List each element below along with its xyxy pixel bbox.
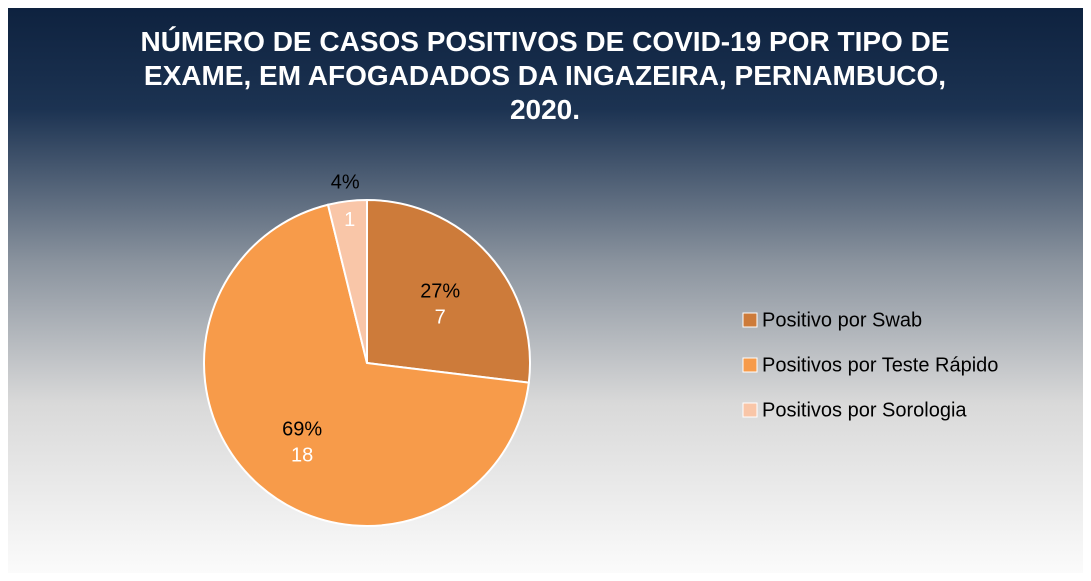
value-label: 1: [344, 209, 355, 231]
chart-title: NÚMERO DE CASOS POSITIVOS DE COVID-19 PO…: [140, 26, 950, 125]
legend-label: Positivos por Sorologia: [762, 399, 967, 421]
legend-swatch: [742, 312, 758, 328]
legend-label: Positivos por Teste Rápido: [762, 354, 998, 376]
pie-slice: [326, 198, 368, 364]
pie-slice: [203, 203, 530, 527]
legend-label: Positivo por Swab: [762, 309, 922, 331]
pie-slice: [366, 198, 531, 384]
value-label: 18: [291, 444, 313, 466]
percentage-label: 4%: [331, 172, 360, 194]
chart-frame: [8, 8, 1083, 573]
percentage-label: 69%: [282, 418, 322, 440]
legend-swatch: [742, 402, 758, 418]
value-label: 7: [435, 306, 446, 328]
percentage-label: 27%: [420, 280, 460, 302]
legend-swatch: [742, 357, 758, 373]
